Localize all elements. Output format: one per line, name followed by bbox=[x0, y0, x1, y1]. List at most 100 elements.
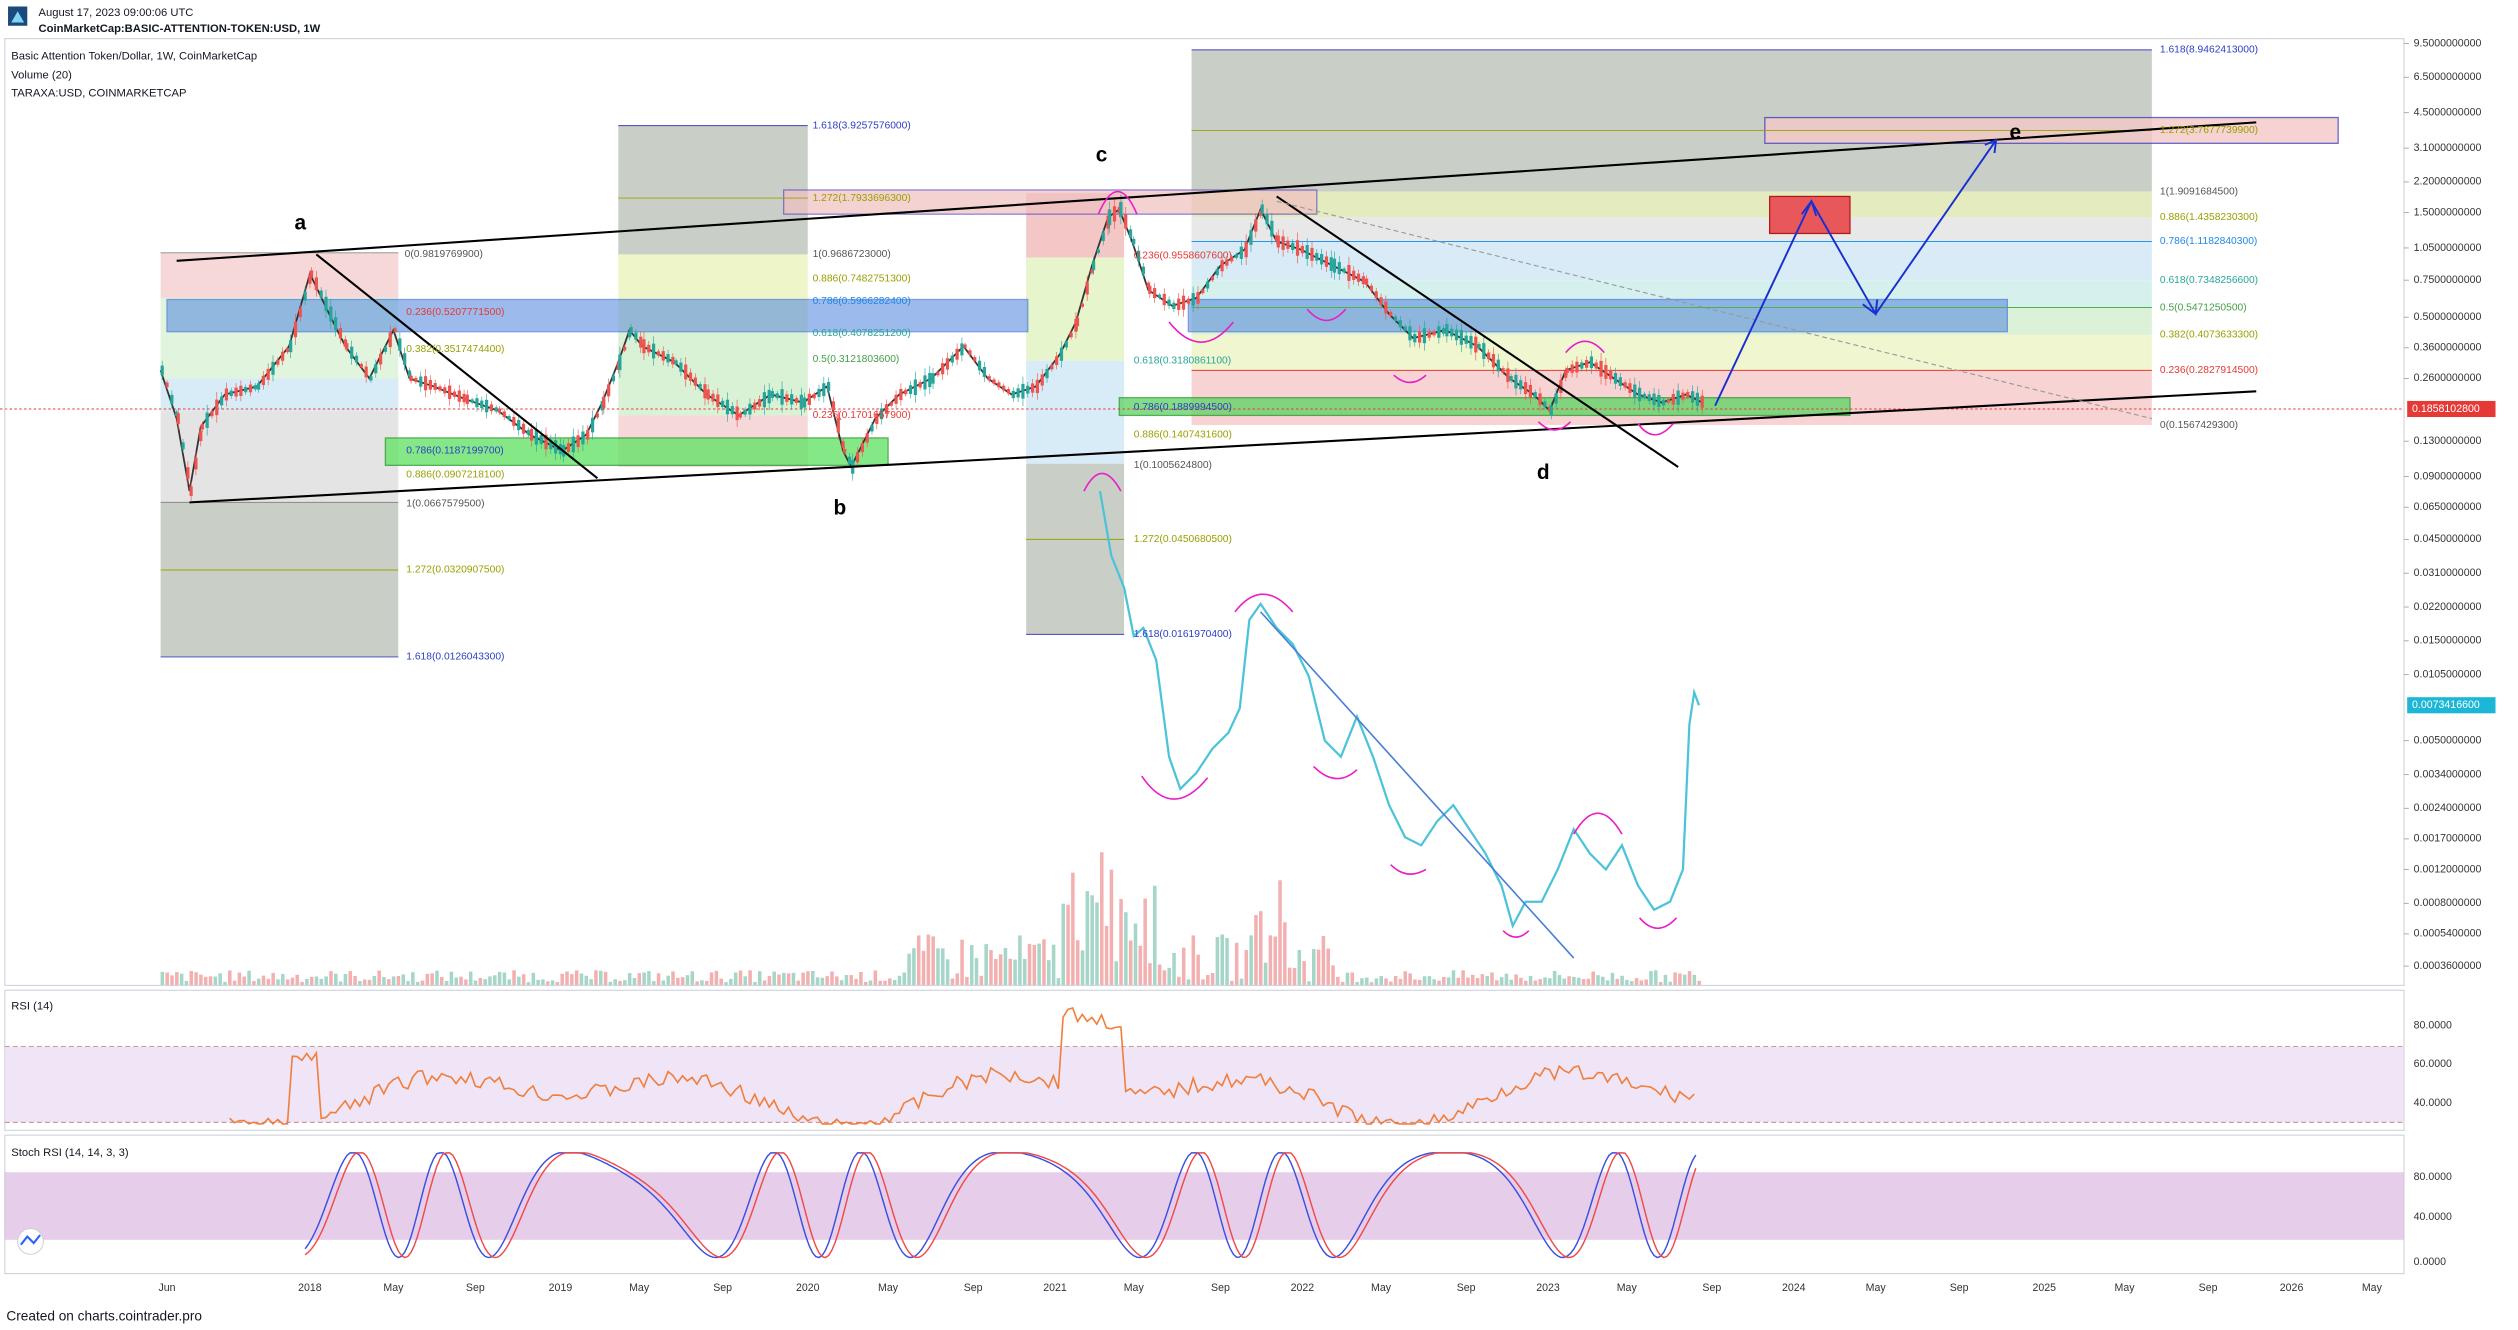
y-tick-label: 0.1300000000 bbox=[2414, 435, 2482, 447]
volume-bar bbox=[916, 935, 921, 986]
candle-body bbox=[1230, 257, 1234, 262]
candle-body bbox=[836, 417, 840, 433]
fib-label: 1(0.0667579500) bbox=[406, 499, 484, 510]
candle-body bbox=[928, 372, 932, 388]
volume-bar bbox=[647, 971, 651, 986]
volume-bar bbox=[232, 980, 237, 986]
candle-body bbox=[1337, 262, 1341, 275]
volume-bar bbox=[782, 972, 786, 986]
candle-body bbox=[334, 317, 338, 331]
candle-body bbox=[941, 363, 945, 375]
volume-bar bbox=[199, 974, 203, 986]
volume-bar bbox=[777, 974, 781, 986]
y-tick-label: 2.2000000000 bbox=[2414, 176, 2482, 188]
candle-body bbox=[1310, 247, 1314, 261]
volume-bar bbox=[921, 950, 926, 986]
candle-body bbox=[1506, 368, 1510, 382]
candle-body bbox=[703, 384, 707, 399]
volume-bar bbox=[521, 974, 526, 986]
candle-body bbox=[1442, 328, 1446, 334]
volume-bar bbox=[531, 972, 536, 986]
volume-bar bbox=[281, 974, 285, 986]
candle-body bbox=[1676, 390, 1680, 405]
volume-bar bbox=[830, 971, 834, 986]
candle-body bbox=[1633, 384, 1637, 399]
candle-body bbox=[913, 379, 917, 396]
candle-body bbox=[1119, 201, 1123, 217]
volume-bar bbox=[387, 979, 391, 986]
candle-body bbox=[1450, 328, 1454, 337]
candle-body bbox=[261, 375, 265, 386]
volume-bar bbox=[589, 979, 593, 986]
projection-arrow bbox=[1714, 139, 1997, 407]
x-tick-label: Sep bbox=[1702, 1282, 1721, 1294]
candle-body bbox=[1459, 329, 1463, 345]
candle-body bbox=[831, 401, 836, 411]
volume-bar bbox=[1408, 973, 1412, 986]
candle-body bbox=[1647, 394, 1651, 402]
volume-bar bbox=[184, 981, 189, 986]
candle-body bbox=[281, 351, 285, 361]
fib-level-lines bbox=[160, 49, 2152, 658]
volume-bar bbox=[1206, 974, 1210, 986]
volume-bar bbox=[1610, 972, 1615, 986]
x-tick-label: Sep bbox=[1211, 1282, 1230, 1294]
fib-label: 0.382(0.3517474400) bbox=[406, 344, 504, 355]
volume-bar bbox=[709, 972, 714, 986]
volume-bar bbox=[1398, 978, 1403, 986]
volume-bar bbox=[690, 971, 695, 986]
volume-bar bbox=[1302, 961, 1306, 986]
volume-bar bbox=[738, 970, 743, 986]
rsi-tick-label: 60.0000 bbox=[2414, 1058, 2452, 1070]
y-tick-label: 0.0650000000 bbox=[2414, 501, 2482, 513]
volume-bar bbox=[1601, 976, 1605, 986]
y-tick-label: 4.5000000000 bbox=[2414, 107, 2482, 119]
volume-bar bbox=[632, 977, 637, 986]
candle-body bbox=[908, 385, 913, 395]
volume-bar bbox=[1336, 976, 1340, 986]
volume-bar bbox=[353, 975, 357, 986]
candle-body bbox=[679, 362, 683, 372]
candle-body bbox=[1265, 213, 1269, 225]
volume-bar bbox=[406, 981, 410, 986]
x-tick-label: 2018 bbox=[298, 1282, 322, 1294]
volume-bar bbox=[1259, 911, 1263, 986]
volume-bar bbox=[666, 975, 670, 986]
volume-bar bbox=[608, 981, 613, 986]
candle-body bbox=[1628, 383, 1632, 393]
candle-body bbox=[1393, 316, 1398, 322]
volume-bar bbox=[329, 971, 333, 986]
candle-body bbox=[997, 382, 1001, 388]
candle-body bbox=[904, 389, 908, 395]
candle-body bbox=[794, 398, 799, 403]
volume-bar bbox=[478, 977, 483, 986]
y-tick-label: 0.0450000000 bbox=[2414, 533, 2482, 545]
volume-bar bbox=[444, 980, 449, 986]
volume-bar bbox=[1153, 885, 1157, 986]
candle-body bbox=[950, 355, 954, 363]
volume-bar bbox=[1557, 975, 1562, 986]
volume-bar bbox=[1331, 965, 1335, 986]
x-tick-label: Sep bbox=[1457, 1282, 1476, 1294]
candle-body bbox=[210, 411, 214, 417]
fib-label: 0(0.1567429300) bbox=[2160, 420, 2238, 431]
candle-body bbox=[571, 436, 575, 453]
volume-bar bbox=[704, 980, 709, 986]
fib-label: 0.618(0.7348256600) bbox=[2160, 275, 2258, 286]
candle-body bbox=[1124, 214, 1128, 229]
volume-bar bbox=[1576, 977, 1581, 986]
candle-body bbox=[1403, 326, 1407, 331]
candle-body bbox=[1594, 362, 1598, 369]
volume-bar bbox=[1311, 949, 1316, 986]
fib-label: 0.236(0.9558607600) bbox=[1134, 251, 1232, 262]
volume-bar bbox=[1148, 963, 1152, 986]
volume-bar bbox=[1061, 903, 1066, 986]
tv-logo[interactable] bbox=[17, 1228, 44, 1255]
candle-body bbox=[785, 394, 789, 402]
volume-bar bbox=[863, 981, 868, 986]
y-tick-label: 0.7500000000 bbox=[2414, 274, 2482, 286]
volume-bar bbox=[1538, 979, 1542, 986]
volume-bar bbox=[1586, 978, 1591, 986]
candle-body bbox=[470, 399, 474, 403]
candle-body bbox=[403, 353, 407, 365]
